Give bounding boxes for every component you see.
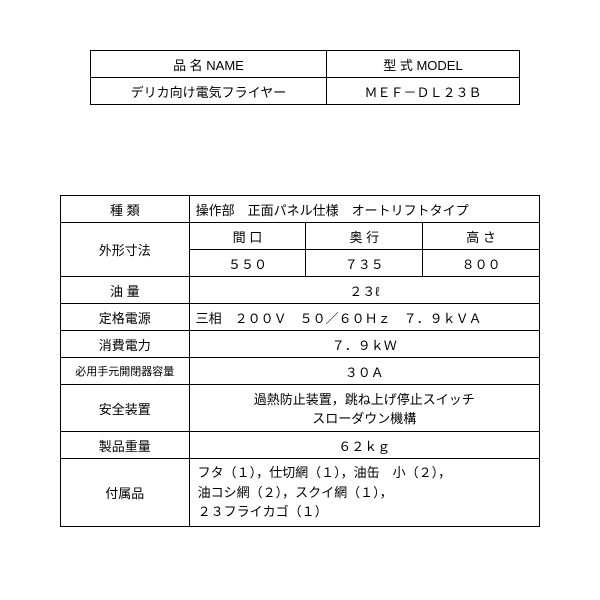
safety-value: 過熱防止装置，跳ね上げ停止スイッチ スローダウン機構 [189,385,539,432]
acc-label: 付属品 [61,459,190,527]
oil-label: 油 量 [61,277,190,304]
product-name-table: 品 名 NAME 型 式 MODEL デリカ向け電気フライヤー ＭＥＦ－ＤＬ２３… [90,50,520,105]
value-name: デリカ向け電気フライヤー [91,78,327,105]
dim-d-label: 奥 行 [306,223,423,250]
spec-table: 種 類 操作部 正面パネル仕様 オートリフトタイプ 外形寸法 間 口 奥 行 高… [60,195,540,527]
breaker-label: 必用手元開閉器容量 [61,358,190,385]
header-model: 型 式 MODEL [326,51,519,78]
dim-w-label: 間 口 [189,223,306,250]
dim-h-label: 高 さ [423,223,540,250]
breaker-value: ３０Ａ [189,358,539,385]
safety-line2: スローダウン機構 [190,408,539,427]
acc-line2: 油コシ網（２），スクイ網（１）， [198,483,531,503]
type-value: 操作部 正面パネル仕様 オートリフトタイプ [189,196,539,223]
safety-label: 安全装置 [61,385,190,432]
header-name: 品 名 NAME [91,51,327,78]
weight-value: ６２ｋｇ [189,432,539,459]
type-label: 種 類 [61,196,190,223]
dim-d: ７３５ [306,250,423,277]
acc-value: フタ（１），仕切網（１），油缶 小（２）， 油コシ網（２），スクイ網（１）， ２… [189,459,539,527]
consumption-label: 消費電力 [61,331,190,358]
oil-value: ２３ℓ [189,277,539,304]
acc-line1: フタ（１），仕切網（１），油缶 小（２）， [198,463,531,483]
value-model: ＭＥＦ－ＤＬ２３Ｂ [326,78,519,105]
weight-label: 製品重量 [61,432,190,459]
dim-label: 外形寸法 [61,223,190,277]
dim-w: ５５０ [189,250,306,277]
safety-line1: 過熱防止装置，跳ね上げ停止スイッチ [190,389,539,408]
acc-line3: ２３フライカゴ（１） [198,502,531,522]
dim-h: ８００ [423,250,540,277]
power-value: 三相 ２００Ｖ ５０／６０Ｈｚ ７．９ｋＶＡ [189,304,539,331]
power-label: 定格電源 [61,304,190,331]
consumption-value: ７．９ｋＷ [189,331,539,358]
